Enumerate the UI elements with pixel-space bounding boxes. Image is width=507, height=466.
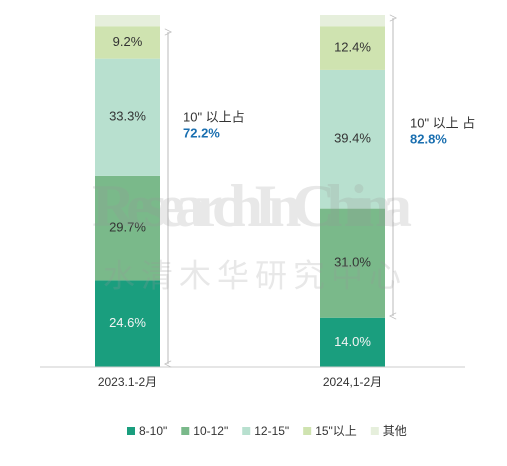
watermark: ResearchInChina xyxy=(92,173,412,239)
data-label: 33.3% xyxy=(109,109,146,124)
data-label: 31.0% xyxy=(334,255,371,270)
bar-segment xyxy=(95,26,160,59)
x-tick-label: 2023.1-2月 xyxy=(98,375,157,389)
bar-segment xyxy=(320,317,385,367)
data-label: 14.0% xyxy=(334,334,371,349)
annotation: 10" 以上占 xyxy=(183,109,245,124)
data-label: 24.6% xyxy=(109,315,146,330)
bar-segment xyxy=(95,280,160,367)
bar-segment xyxy=(320,208,385,318)
bar-segment xyxy=(95,15,160,27)
data-label: 9.2% xyxy=(113,34,143,49)
legend-label: 15"以上 xyxy=(315,424,357,438)
data-label: 12.4% xyxy=(334,40,371,55)
annotation-value: 82.8% xyxy=(410,131,447,146)
legend: 8-10" 10-12" 12-15" 15"以上 其他 xyxy=(127,424,407,438)
bar-segment xyxy=(320,69,385,209)
legend-swatch xyxy=(127,427,135,435)
annotation: 10" 以上 占 xyxy=(410,115,475,130)
bar-segment xyxy=(320,26,385,70)
legend-swatch xyxy=(242,427,251,435)
data-label: 39.4% xyxy=(334,131,371,146)
x-tick-label: 2024,1-2月 xyxy=(323,375,382,389)
plot: 24.6% 29.7% 33.3% 9.2% 2023.1-2月 14.0% 31.0% 39… xyxy=(95,15,385,389)
data-label: 29.7% xyxy=(109,220,146,235)
bar-segment xyxy=(320,15,385,27)
legend-swatch xyxy=(370,427,379,435)
annotation-value: 72.2% xyxy=(183,125,220,140)
bar-segment xyxy=(95,175,160,281)
legend-label: 其他 xyxy=(383,424,407,438)
watermark: 水清木华研究中心 xyxy=(103,257,407,293)
legend-swatch xyxy=(181,427,190,435)
legend-label: 10-12" xyxy=(193,424,228,438)
legend-label: 8-10" xyxy=(139,424,167,438)
legend-label: 12-15" xyxy=(254,424,289,438)
bar-segment xyxy=(95,58,160,176)
legend-swatch xyxy=(303,427,312,435)
